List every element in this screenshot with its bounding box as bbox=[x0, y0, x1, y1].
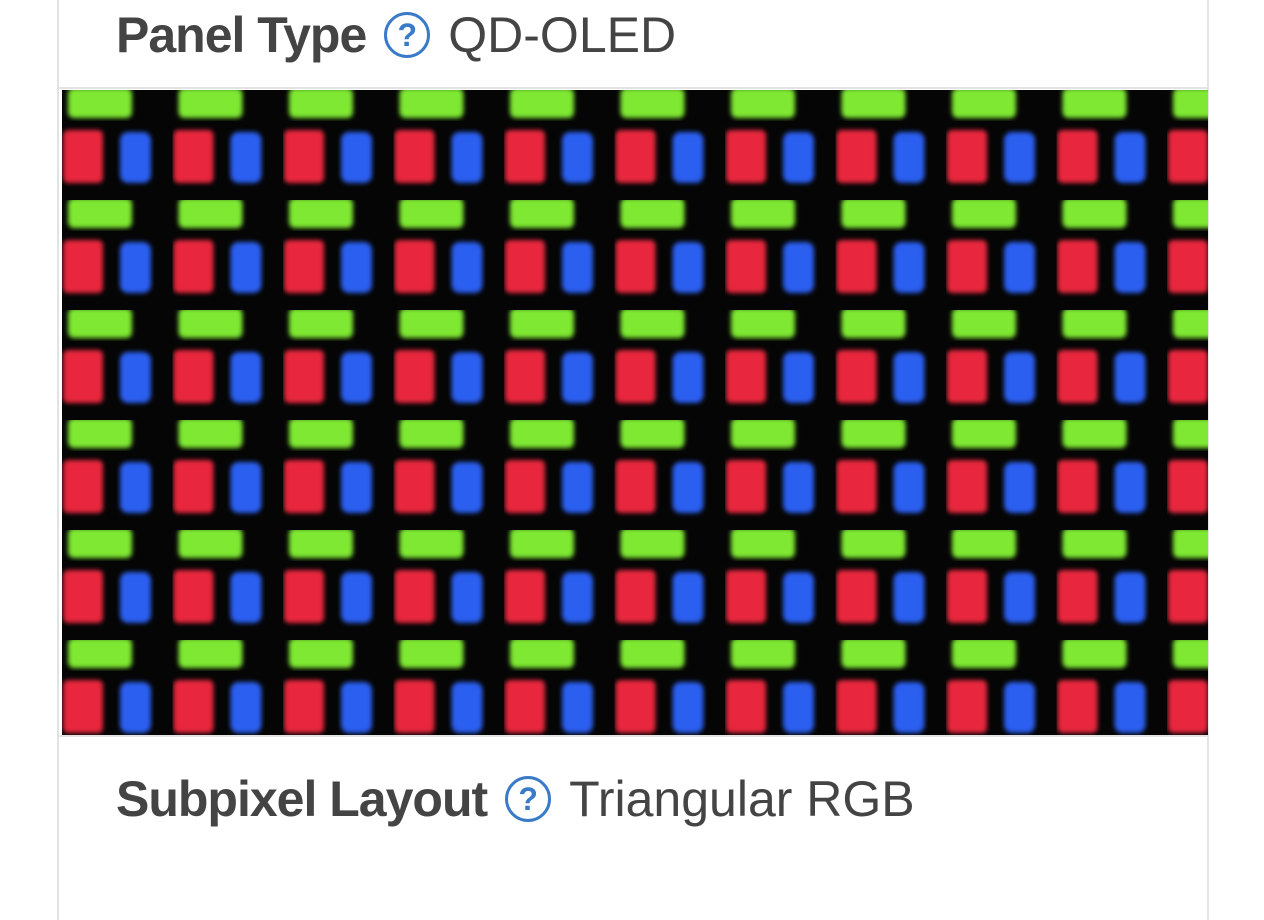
divider bbox=[59, 87, 1207, 89]
panel-type-row: Panel Type ? QD-OLED bbox=[116, 6, 676, 64]
subpixel-pattern-image bbox=[62, 90, 1208, 735]
subpixel-layout-row: Subpixel Layout ? Triangular RGB bbox=[116, 770, 915, 828]
subpixel-layout-label: Subpixel Layout bbox=[116, 771, 488, 827]
panel-type-value: QD-OLED bbox=[448, 7, 677, 63]
question-circle-icon[interactable]: ? bbox=[505, 776, 552, 822]
question-circle-icon[interactable]: ? bbox=[384, 12, 431, 58]
panel-type-label: Panel Type bbox=[116, 7, 367, 63]
subpixel-layout-value: Triangular RGB bbox=[569, 771, 915, 827]
review-card bbox=[57, 0, 1209, 920]
divider bbox=[59, 735, 1207, 737]
subpixel-photo bbox=[62, 90, 1208, 735]
